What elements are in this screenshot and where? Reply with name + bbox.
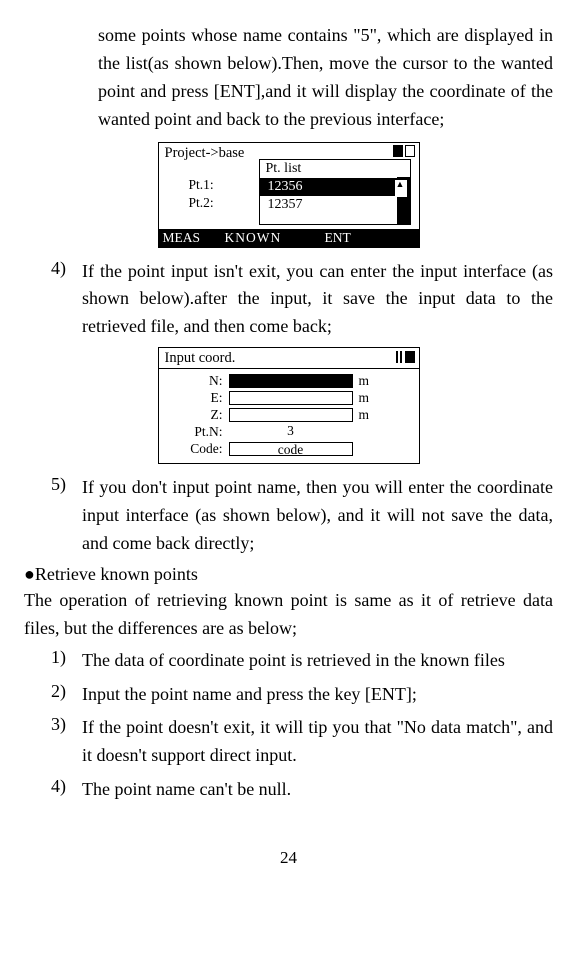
list-text: The data of coordinate point is retrieve… [82, 647, 553, 675]
popup-item[interactable]: 12357 [260, 196, 410, 214]
page-number: 24 [24, 848, 553, 868]
row-n: N: m [167, 372, 411, 389]
pt-list-popup: Pt. list 12356 12357 [259, 159, 411, 225]
row-ptn: Pt.N: 3 [167, 423, 411, 440]
status-icon [405, 145, 415, 157]
battery-icon [393, 145, 403, 157]
body-paragraph: The operation of retrieving known point … [24, 587, 553, 643]
input-z[interactable] [229, 408, 353, 422]
popup-title: Pt. list [260, 160, 410, 178]
list-text: If the point doesn't exit, it will tip y… [82, 714, 553, 770]
label-e: E: [167, 390, 229, 406]
row-z: Z: m [167, 406, 411, 423]
softkey-known[interactable]: KNOWN [225, 230, 325, 246]
list-num: 2) [24, 681, 82, 709]
unit-z: m [353, 407, 370, 423]
title-icons [393, 145, 415, 157]
label-z: Z: [167, 407, 229, 423]
screen1-body: Pt.1: Pt.2: Pt. list 12356 12357 [159, 163, 419, 229]
list-num: 4) [24, 776, 82, 804]
row-code: Code: code [167, 440, 411, 457]
list-item-b2: 2) Input the point name and press the ke… [24, 681, 553, 709]
label-code: Code: [167, 441, 229, 457]
list-num: 4) [24, 258, 82, 342]
list-text: Input the point name and press the key [… [82, 681, 553, 709]
list-item-b3: 3) If the point doesn't exit, it will ti… [24, 714, 553, 770]
popup-item-selected[interactable]: 12356 [260, 178, 410, 196]
list-num: 3) [24, 714, 82, 770]
list-item-b1: 1) The data of coordinate point is retri… [24, 647, 553, 675]
row-e: E: m [167, 389, 411, 406]
list-text: If you don't input point name, then you … [82, 474, 553, 558]
label-ptn: Pt.N: [167, 424, 229, 440]
input-n[interactable] [229, 374, 353, 388]
value-ptn: 3 [229, 424, 353, 439]
value-code[interactable]: code [229, 442, 353, 456]
softkey-ent[interactable]: ENT [325, 230, 375, 246]
list-item-5: 5) If you don't input point name, then y… [24, 474, 553, 558]
status-icon [396, 351, 403, 363]
label-n: N: [167, 373, 229, 389]
list-num: 1) [24, 647, 82, 675]
softkey-meas[interactable]: MEAS [163, 230, 225, 246]
screen1-softkeys: MEAS KNOWN ENT [159, 229, 419, 247]
screen-point-list: Project->base Pt.1: Pt.2: Pt. list 12356… [158, 142, 420, 248]
screen2-title-text: Input coord. [165, 350, 236, 366]
paragraph-top: some points whose name contains "5", whi… [24, 22, 553, 134]
input-e[interactable] [229, 391, 353, 405]
pt1-label: Pt.1: [189, 177, 214, 193]
chevron-up-icon[interactable] [395, 180, 407, 197]
list-num: 5) [24, 474, 82, 558]
list-item-4: 4) If the point input isn't exit, you ca… [24, 258, 553, 342]
battery-icon [405, 351, 415, 363]
list-text: If the point input isn't exit, you can e… [82, 258, 553, 342]
list-text: The point name can't be null. [82, 776, 553, 804]
page: some points whose name contains "5", whi… [0, 0, 577, 898]
unit-n: m [353, 373, 370, 389]
screen2-title: Input coord. [159, 348, 419, 369]
screen2-body: N: m E: m Z: m Pt.N: 3 Code: code [159, 369, 419, 463]
pt2-label: Pt.2: [189, 195, 214, 211]
section-heading: ●Retrieve known points [24, 564, 553, 585]
list-item-b4: 4) The point name can't be null. [24, 776, 553, 804]
screen-input-coord: Input coord. N: m E: m Z: m [158, 347, 420, 464]
unit-e: m [353, 390, 370, 406]
